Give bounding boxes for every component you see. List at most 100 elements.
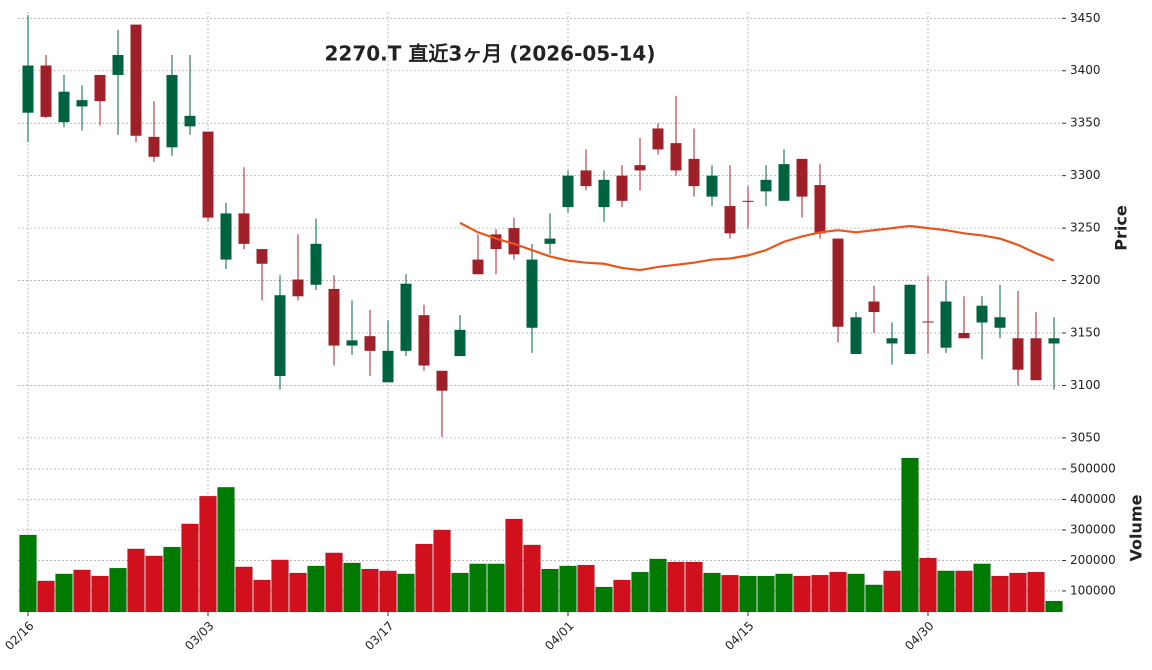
volume-bar bbox=[811, 574, 829, 613]
candle-body bbox=[814, 185, 826, 234]
volume-bar bbox=[829, 571, 847, 613]
y-tick-label: 100000 bbox=[1070, 583, 1116, 597]
y-tick-label: 3250 bbox=[1070, 221, 1101, 235]
volume-bar bbox=[181, 523, 199, 613]
candle-body bbox=[418, 315, 430, 366]
volume-bar bbox=[415, 543, 433, 613]
x-tick-label: 04/15 bbox=[722, 619, 756, 653]
candle-body bbox=[274, 295, 286, 377]
y-tick-label: 200000 bbox=[1070, 553, 1116, 567]
volume-bar bbox=[235, 566, 253, 613]
volume-bar bbox=[397, 573, 415, 613]
volume-bar bbox=[739, 575, 757, 613]
candle-body bbox=[472, 259, 484, 275]
volume-bar bbox=[325, 552, 343, 613]
candle-body bbox=[22, 65, 34, 113]
volume-bar bbox=[775, 573, 793, 613]
candle-body bbox=[184, 115, 196, 127]
candle-body bbox=[526, 259, 538, 328]
volume-bar bbox=[289, 572, 307, 613]
volume-bar bbox=[271, 559, 289, 613]
x-tick-label: 03/03 bbox=[182, 619, 216, 653]
candle-body bbox=[238, 213, 250, 244]
volume-bar bbox=[703, 572, 721, 613]
candle-body bbox=[994, 317, 1006, 328]
volume-bar bbox=[361, 568, 379, 613]
volume-bar bbox=[793, 575, 811, 613]
volume-bar bbox=[667, 561, 685, 613]
candle-body bbox=[94, 74, 106, 102]
volume-bar bbox=[649, 558, 667, 613]
volume-bar bbox=[757, 575, 775, 613]
candle-body bbox=[796, 158, 808, 197]
candle-body bbox=[598, 179, 610, 208]
candle-body bbox=[616, 175, 628, 201]
candle-body bbox=[490, 234, 502, 250]
candle-body bbox=[454, 329, 466, 357]
candle-body bbox=[1012, 338, 1024, 370]
volume-bar bbox=[91, 575, 109, 613]
volume-bar bbox=[1009, 572, 1027, 613]
candle-body bbox=[976, 305, 988, 323]
candle-body bbox=[76, 100, 88, 107]
candle-body bbox=[148, 136, 160, 157]
candle-body bbox=[580, 170, 592, 187]
x-tick-label: 02/16 bbox=[2, 619, 36, 653]
volume-bar bbox=[1045, 600, 1063, 613]
volume-bar bbox=[721, 574, 739, 613]
volume-bar bbox=[253, 579, 271, 613]
volume-bar bbox=[631, 571, 649, 613]
volume-bar bbox=[685, 561, 703, 613]
candle-body bbox=[130, 24, 142, 136]
candle-body bbox=[382, 350, 394, 383]
candle-body bbox=[562, 175, 574, 208]
candle-body bbox=[40, 65, 52, 117]
candle-body bbox=[688, 158, 700, 187]
candle-body bbox=[832, 238, 844, 327]
candle-body bbox=[922, 321, 934, 323]
volume-bar bbox=[37, 580, 55, 613]
candle-body bbox=[58, 91, 70, 123]
volume-bar bbox=[505, 518, 523, 613]
volume-bar bbox=[73, 569, 91, 613]
volume-bar bbox=[577, 564, 595, 613]
candle-body bbox=[436, 370, 448, 391]
candle-body bbox=[652, 128, 664, 150]
volume-bar bbox=[451, 572, 469, 613]
y-tick-label: 400000 bbox=[1070, 492, 1116, 506]
x-tick-label: 03/17 bbox=[362, 619, 396, 653]
candle-body bbox=[904, 284, 916, 354]
volume-bar bbox=[559, 565, 577, 613]
volume-axis-label: Volume bbox=[1127, 494, 1146, 561]
y-tick-label: 3100 bbox=[1070, 378, 1101, 392]
candle-body bbox=[346, 340, 358, 346]
candle-body bbox=[220, 213, 232, 260]
volume-bar bbox=[379, 570, 397, 613]
volume-bar bbox=[883, 570, 901, 613]
x-tick-label: 04/30 bbox=[902, 619, 936, 653]
volume-bar bbox=[847, 573, 865, 613]
y-tick-label: 3200 bbox=[1070, 273, 1101, 287]
volume-bar bbox=[199, 495, 217, 613]
y-tick-label: 300000 bbox=[1070, 522, 1116, 536]
volume-bar bbox=[433, 529, 451, 613]
y-tick-label: 3350 bbox=[1070, 116, 1101, 130]
y-tick-label: 3400 bbox=[1070, 63, 1101, 77]
candle-body bbox=[202, 131, 214, 218]
candle-body bbox=[760, 179, 772, 192]
volume-bar bbox=[109, 567, 127, 613]
volume-bar bbox=[523, 544, 541, 613]
candle-body bbox=[112, 55, 124, 75]
chart-title: 2270.T 直近3ヶ月 (2026-05-14) bbox=[325, 42, 656, 66]
candle-body bbox=[310, 243, 322, 285]
volume-bar bbox=[487, 563, 505, 613]
price-axis-label: Price bbox=[1112, 205, 1131, 251]
y-tick-label: 3450 bbox=[1070, 11, 1101, 25]
candle-body bbox=[292, 279, 304, 297]
y-tick-label: 500000 bbox=[1070, 461, 1116, 475]
candle-body bbox=[706, 175, 718, 197]
candle-body bbox=[1048, 338, 1060, 344]
volume-bar bbox=[973, 563, 991, 613]
candle-body bbox=[778, 164, 790, 201]
